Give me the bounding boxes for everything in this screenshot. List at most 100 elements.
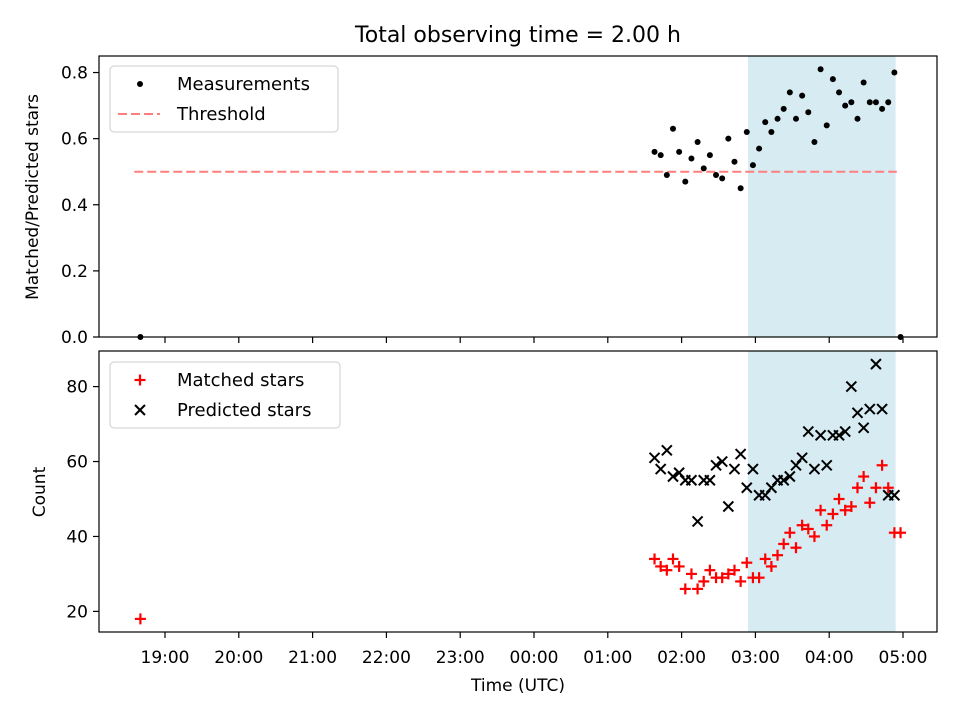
matched-star-point — [895, 527, 907, 539]
top-y-tick-label: 0.8 — [61, 64, 88, 84]
measurement-point — [848, 99, 855, 106]
bottom-panel: 20 40 60 80 19:00 20:00 21:00 22:00 23:00 00:00 0… — [30, 350, 938, 696]
matched-star-point — [839, 504, 851, 516]
top-observing-window — [748, 56, 896, 337]
top-plot-frame — [98, 55, 938, 338]
matched-star-point — [815, 504, 827, 516]
predicted-star-point — [784, 470, 796, 483]
predicted-star-point — [833, 429, 845, 442]
predicted-star-point — [685, 474, 698, 486]
measurement-point — [657, 152, 664, 159]
measurement-point — [823, 122, 830, 129]
measurement-point — [762, 119, 769, 126]
measurement-point — [866, 99, 873, 106]
legend-measurements-marker — [137, 81, 143, 87]
measurement-point — [792, 115, 799, 122]
legend-matched-marker — [134, 374, 146, 386]
matched-star-point — [827, 508, 839, 520]
matched-star-point — [802, 523, 814, 535]
measurement-point — [842, 102, 849, 109]
predicted-star-point — [802, 425, 814, 438]
measurement-point — [694, 138, 701, 145]
x-tick-label: 03:00 — [731, 648, 780, 668]
predicted-star-point — [648, 452, 661, 464]
measurement-point — [688, 155, 695, 162]
top-y-tick-label: 0.0 — [61, 328, 88, 348]
predicted-star-point — [851, 407, 864, 419]
predicted-star-point — [728, 463, 741, 475]
matched-star-point — [778, 538, 790, 550]
matched-star-point — [692, 583, 704, 595]
x-tick-label: 01:00 — [583, 648, 632, 668]
bottom-y-axis-label: Count — [30, 466, 50, 517]
measurement-points — [137, 66, 904, 340]
matched-star-point — [870, 482, 882, 494]
predicted-star-point — [888, 489, 901, 501]
matched-star-point — [765, 560, 777, 572]
matched-star-point — [741, 557, 753, 569]
predicted-star-point — [722, 500, 735, 513]
legend-plus-marker — [134, 374, 146, 386]
x-axis-label: Time (UTC) — [470, 676, 565, 696]
matched-star-point — [772, 549, 784, 561]
measurement-point — [682, 178, 689, 185]
measurement-point — [756, 145, 763, 152]
predicted-star-point — [870, 358, 882, 370]
predicted-star-point — [741, 482, 753, 494]
measurement-point — [879, 105, 886, 112]
predicted-star-point — [821, 459, 833, 471]
measurement-point — [799, 92, 806, 99]
predicted-star-point — [808, 463, 821, 475]
matched-star-point — [649, 553, 661, 565]
legend-matched-label: Matched stars — [177, 370, 304, 391]
bottom-y-tick-label: 40 — [66, 527, 88, 547]
x-tick-label: 22:00 — [362, 648, 411, 668]
matched-star-point — [821, 519, 833, 531]
predicted-star-point — [845, 380, 858, 393]
matched-star-point — [667, 553, 679, 565]
legend-predicted-label: Predicted stars — [177, 400, 311, 421]
measurement-point — [786, 89, 793, 96]
matched-star-point — [796, 519, 808, 531]
matched-star-point — [735, 575, 747, 587]
measurement-point — [811, 138, 818, 145]
measurement-point — [780, 105, 787, 112]
measurement-point — [829, 76, 836, 83]
measurement-point — [774, 115, 781, 122]
matched-star-point — [808, 530, 820, 542]
matched-star-point — [685, 568, 697, 580]
bottom-legend: Matched stars Predicted stars — [109, 361, 341, 429]
measurement-point — [651, 148, 658, 155]
predicted-star-point — [857, 422, 870, 434]
measurement-point — [663, 172, 670, 179]
matched-star-point — [790, 542, 802, 554]
matched-star-point — [704, 564, 716, 576]
predicted-star-point — [839, 425, 851, 438]
predicted-star-point — [691, 515, 704, 528]
predicted-stars-points — [648, 358, 901, 528]
measurement-point — [836, 89, 843, 96]
measurement-point — [891, 69, 898, 76]
predicted-star-point — [747, 463, 759, 475]
measurement-point — [731, 158, 738, 165]
bottom-x-axis: 19:00 20:00 21:00 22:00 23:00 00:00 01:00 02:00… — [141, 632, 928, 668]
legend-predicted-marker — [134, 404, 146, 416]
x-tick-label: 21:00 — [288, 648, 337, 668]
measurement-point — [700, 165, 707, 172]
matched-star-point — [833, 493, 845, 505]
bottom-y-tick-label: 60 — [66, 453, 88, 473]
predicted-star-point — [667, 470, 679, 483]
predicted-star-point — [777, 474, 790, 486]
predicted-star-point — [716, 455, 728, 468]
matched-stars-points — [134, 459, 907, 625]
legend-measurements-label: Measurements — [177, 74, 310, 95]
matched-star-point — [784, 527, 796, 539]
measurement-point — [719, 175, 726, 182]
matched-star-point — [679, 583, 691, 595]
matched-star-point — [673, 560, 685, 572]
measurement-point — [743, 129, 750, 136]
bottom-observing-window — [748, 351, 896, 632]
predicted-star-point — [734, 448, 747, 460]
measurement-point — [725, 135, 732, 142]
